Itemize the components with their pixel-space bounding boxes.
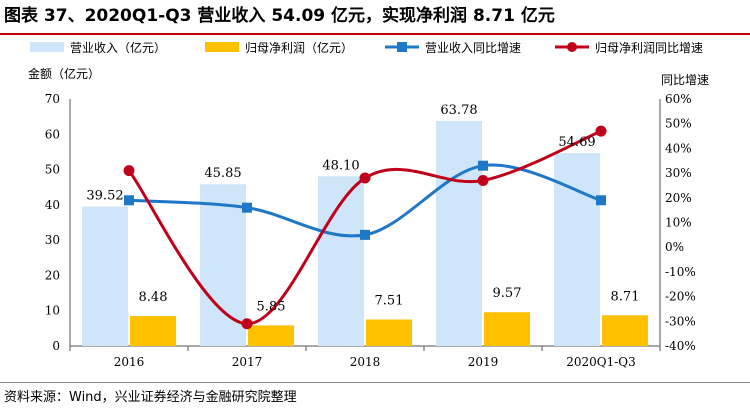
legend-swatch-2 (205, 42, 239, 52)
revenue-value-label: 39.52 (86, 189, 123, 204)
right-tick-label: -20% (665, 290, 696, 304)
right-tick-label: -30% (665, 314, 696, 328)
right-tick-label: -10% (665, 265, 696, 279)
legend-swatch-1 (30, 42, 64, 52)
profit-bar (484, 312, 530, 346)
revenue-growth-point (242, 202, 252, 213)
chart-title: 图表 37、2020Q1-Q3 营业收入 54.09 亿元，实现净利润 8.71… (4, 6, 555, 26)
revenue-value-label: 48.10 (322, 158, 359, 173)
revenue-value-label: 45.85 (204, 166, 241, 181)
profit-growth-point (477, 175, 489, 187)
revenue-growth-point (124, 195, 134, 206)
left-tick-label: 20 (45, 268, 60, 282)
category-label: 2017 (232, 355, 263, 369)
category-label: 2018 (350, 355, 381, 369)
profit-growth-point (123, 165, 135, 177)
revenue-growth-point (360, 229, 370, 240)
profit-bar (602, 315, 648, 346)
profit-growth-point (241, 318, 253, 330)
combo-chart: 营业收入（亿元） 归母净利润（亿元） 营业收入同比增速 归母净利润同比增速金额（亿元）… (28, 40, 709, 369)
revenue-bar (436, 120, 482, 346)
right-tick-label: 0% (665, 240, 684, 254)
left-tick-label: 10 (45, 304, 60, 318)
right-tick-label: 50% (665, 117, 692, 131)
footer-divider (0, 382, 750, 383)
profit-value-label: 5.85 (257, 299, 286, 314)
left-tick-label: 50 (45, 163, 60, 177)
category-label: 2019 (468, 355, 499, 369)
right-tick-label: 30% (665, 166, 692, 180)
revenue-value-label: 54.69 (558, 135, 595, 150)
right-tick-label: 10% (665, 216, 692, 230)
revenue-value-label: 63.78 (440, 103, 477, 118)
category-label: 2020Q1-Q3 (566, 355, 636, 369)
profit-bar (248, 325, 294, 346)
profit-growth-line (127, 129, 602, 326)
profit-bar (366, 319, 412, 346)
left-tick-label: 70 (45, 92, 60, 106)
profit-value-label: 8.71 (611, 289, 640, 304)
left-tick-label: 30 (45, 233, 60, 247)
profit-value-label: 8.48 (139, 290, 168, 305)
legend-marker-4 (567, 42, 577, 52)
right-tick-label: -40% (665, 339, 696, 353)
profit-growth-point (595, 125, 607, 137)
right-tick-label: 40% (665, 141, 692, 155)
legend-label-2: 归母净利润（亿元） (245, 40, 353, 55)
legend-label-3: 营业收入同比增速 (425, 41, 521, 55)
profit-value-label: 9.57 (493, 286, 522, 301)
category-label: 2016 (114, 355, 145, 369)
revenue-growth-point (478, 160, 488, 171)
profit-value-label: 7.51 (375, 294, 404, 309)
legend-label-1: 营业收入（亿元） (70, 40, 166, 55)
profit-bar (130, 316, 176, 346)
left-tick-label: 60 (45, 127, 60, 141)
revenue-bar (82, 206, 128, 346)
revenue-growth-point (596, 195, 606, 206)
title-divider (0, 33, 750, 35)
revenue-bar (200, 184, 246, 346)
profit-growth-point (359, 172, 371, 184)
source-note: 资料来源：Wind，兴业证券经济与金融研究院整理 (4, 390, 297, 405)
legend-marker-3 (397, 42, 407, 52)
left-tick-label: 0 (52, 339, 60, 353)
legend-label-4: 归母净利润同比增速 (595, 41, 703, 55)
right-tick-label: 60% (665, 92, 692, 106)
left-axis-title: 金额（亿元） (28, 66, 100, 81)
left-tick-label: 40 (45, 198, 60, 212)
right-tick-label: 20% (665, 191, 692, 205)
right-axis-title: 同比增速 (661, 73, 709, 87)
